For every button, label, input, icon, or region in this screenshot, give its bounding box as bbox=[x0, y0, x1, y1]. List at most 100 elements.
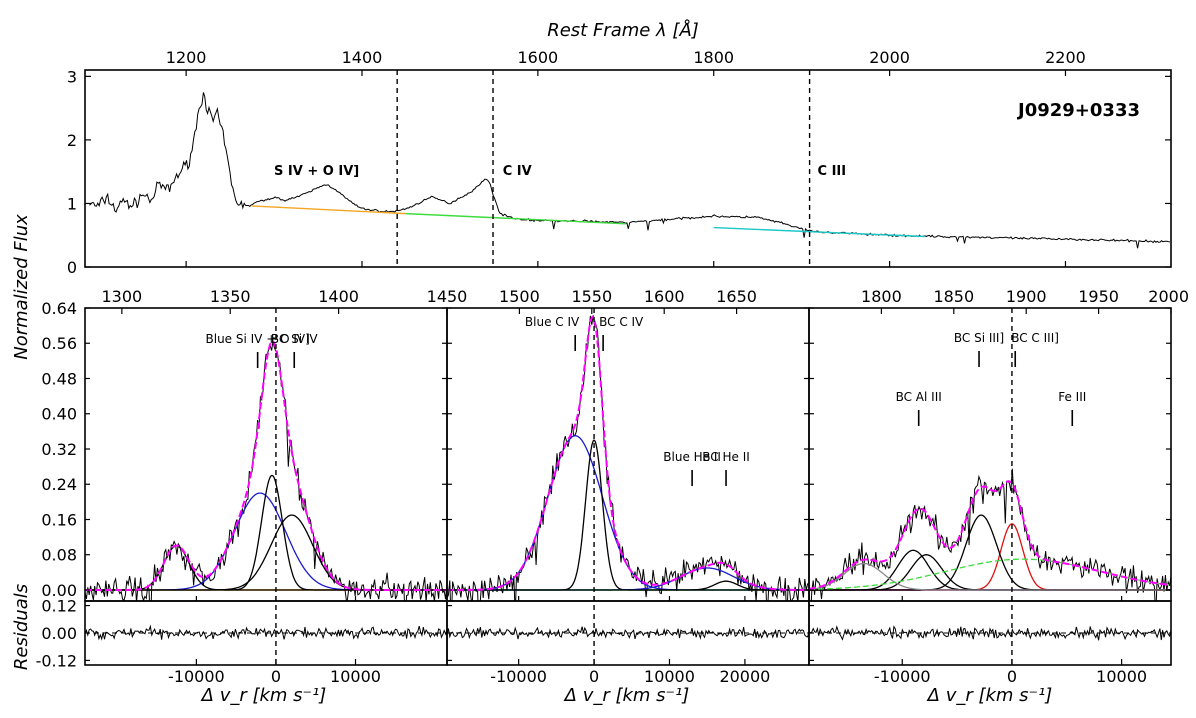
top-panel-frame bbox=[84, 69, 1172, 268]
component-bc-he-ii bbox=[447, 580, 809, 591]
wavelength-tick-label: 1400 bbox=[318, 287, 359, 306]
xtick-label: 0 bbox=[271, 667, 281, 686]
residuals bbox=[85, 624, 447, 641]
xtick-label: -10000 bbox=[490, 667, 547, 686]
wavelength-tick-label: 2000 bbox=[1148, 287, 1189, 306]
panel-civ: -10000 0 10000 20000 1500 1550 1600 1650 Blue C … bbox=[446, 287, 810, 686]
line-label: BC Al III bbox=[896, 390, 942, 404]
xtick-label: 0 bbox=[1007, 667, 1017, 686]
line-fit-panels: -10000 0 10000 1300 1350 1400 1450 0.00 0.08 0.16… bbox=[36, 287, 1189, 686]
line-label: BC Si IV bbox=[271, 332, 319, 346]
line-label: Blue He II bbox=[663, 450, 721, 464]
xtick-label: 10000 bbox=[330, 667, 381, 686]
wavelength-tick-label: 1300 bbox=[101, 287, 142, 306]
residuals bbox=[809, 625, 1171, 641]
component-blue-c-iv bbox=[447, 435, 809, 591]
wavelength-tick-label: 1600 bbox=[644, 287, 685, 306]
top-content: S IV + O IV] C IV C III bbox=[89, 70, 1171, 267]
top-xtick-label: 1600 bbox=[518, 48, 559, 67]
observed-spectrum bbox=[85, 341, 447, 601]
wavelength-tick-label: 1650 bbox=[716, 287, 757, 306]
top-xlabel: Rest Frame λ [Å] bbox=[547, 19, 699, 41]
wavelength-tick-label: 1800 bbox=[861, 287, 902, 306]
resid-ytick-label: -0.12 bbox=[36, 651, 77, 670]
top-ytick-label: 0 bbox=[67, 258, 77, 277]
top-ytick-label: 2 bbox=[67, 131, 77, 150]
top-xtick-label: 1200 bbox=[166, 48, 207, 67]
line-label: Blue C IV bbox=[525, 315, 580, 329]
wavelength-tick-label: 1950 bbox=[1078, 287, 1119, 306]
ytick-label: 0.32 bbox=[41, 440, 77, 459]
object-name: J0929+0333 bbox=[1016, 100, 1140, 121]
continuum-segment-1 bbox=[252, 205, 406, 215]
ytick-label: 0.40 bbox=[41, 405, 77, 424]
xlabel-panel-2: Δ v_r [km s⁻¹] bbox=[563, 685, 690, 706]
ytick-label: 0.56 bbox=[41, 334, 77, 353]
residual-area bbox=[809, 625, 1171, 641]
panel-plot-area bbox=[447, 315, 809, 601]
continuum-segment-2 bbox=[405, 212, 626, 225]
ylabel-residuals: Residuals bbox=[11, 584, 32, 670]
line-label: Blue Si IV + O IV] bbox=[206, 332, 310, 346]
total-model bbox=[447, 315, 809, 591]
residuals bbox=[447, 626, 809, 640]
emission-line-label: C IV bbox=[503, 164, 532, 179]
observed-spectrum bbox=[809, 468, 1171, 601]
xtick-label: 0 bbox=[589, 667, 599, 686]
top-xtick-label: 2000 bbox=[869, 48, 910, 67]
line-label: BC C IV bbox=[599, 315, 644, 329]
overview-spectrum bbox=[89, 92, 1171, 249]
xlabel-panel-3: Δ v_r [km s⁻¹] bbox=[926, 685, 1053, 706]
wavelength-tick-label: 1550 bbox=[571, 287, 612, 306]
residual-area bbox=[85, 624, 447, 641]
panel-plot-area bbox=[85, 340, 447, 601]
wavelength-tick-label: 1450 bbox=[427, 287, 468, 306]
ytick-label: 0.24 bbox=[41, 475, 77, 494]
emission-line-label: C III bbox=[818, 164, 847, 179]
top-xtick-label: 2200 bbox=[1045, 48, 1086, 67]
top-ytick-label: 1 bbox=[67, 194, 77, 213]
component-bc-1 bbox=[85, 474, 447, 591]
wavelength-tick-label: 1350 bbox=[210, 287, 251, 306]
panel-frame bbox=[446, 307, 810, 602]
component-blue-si-iv bbox=[85, 492, 447, 591]
xtick-label: 10000 bbox=[644, 667, 695, 686]
residual-area bbox=[447, 626, 809, 640]
continuum-segment-3 bbox=[713, 226, 925, 238]
xtick-label: 20000 bbox=[719, 667, 770, 686]
ytick-label: 0.16 bbox=[41, 510, 77, 529]
panel-frame bbox=[808, 307, 1172, 602]
resid-ytick-label: 0.00 bbox=[41, 624, 77, 643]
wavelength-tick-label: 1500 bbox=[499, 287, 540, 306]
component-bc-si-iii- bbox=[809, 514, 1171, 591]
component-blend bbox=[809, 562, 1171, 591]
panel-plot-area bbox=[809, 468, 1171, 601]
top-ytick-label: 3 bbox=[67, 67, 77, 86]
total-model bbox=[85, 340, 447, 591]
line-label: BC C III] bbox=[1011, 331, 1059, 345]
top-panel: 1200 1400 1600 1800 2000 2200 0 1 2 3 S IV + O IV… bbox=[67, 19, 1172, 277]
panel-ciii: -10000 0 10000 1800 1850 1900 1950 2000 BC Si II… bbox=[808, 287, 1189, 686]
xtick-label: -10000 bbox=[168, 667, 225, 686]
xtick-label: -10000 bbox=[874, 667, 931, 686]
ytick-label: 0.64 bbox=[41, 299, 77, 318]
ylabel-flux: Normalized Flux bbox=[11, 214, 32, 360]
line-label: BC He II bbox=[702, 450, 750, 464]
wavelength-tick-label: 1850 bbox=[933, 287, 974, 306]
resid-ytick-label: 0.12 bbox=[41, 597, 77, 616]
component-blend bbox=[85, 545, 447, 591]
line-label: Fe III bbox=[1058, 390, 1086, 404]
xtick-label: 10000 bbox=[1096, 667, 1147, 686]
top-ticks: 1200 1400 1600 1800 2000 2200 0 1 2 3 bbox=[67, 48, 1171, 277]
emission-line-label: S IV + O IV] bbox=[274, 164, 359, 179]
component-fe-iii bbox=[809, 558, 1171, 590]
panel-siiv: -10000 0 10000 1300 1350 1400 1450 0.00 0.08 0.16… bbox=[36, 287, 468, 686]
ytick-label: 0.00 bbox=[41, 581, 77, 600]
component-bc-c-iii- bbox=[809, 523, 1171, 591]
ytick-label: 0.48 bbox=[41, 369, 77, 388]
top-xtick-label: 1400 bbox=[342, 48, 383, 67]
line-label: BC Si III] bbox=[954, 331, 1004, 345]
ytick-label: 0.08 bbox=[41, 546, 77, 565]
top-xtick-label: 1800 bbox=[693, 48, 734, 67]
